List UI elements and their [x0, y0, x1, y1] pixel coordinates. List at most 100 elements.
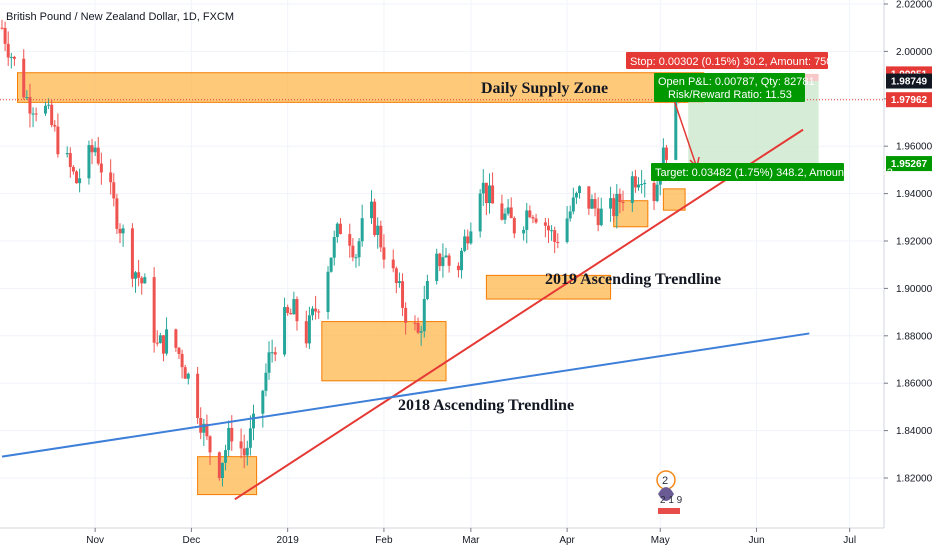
candle-body — [609, 198, 613, 209]
trendline-2019 — [234, 128, 804, 501]
candle-body — [65, 153, 69, 155]
candle-body — [369, 201, 373, 219]
candle-body — [273, 352, 277, 355]
candle-body — [264, 372, 268, 391]
candle-body — [543, 222, 547, 226]
candle-body — [444, 255, 448, 258]
candle-body — [304, 321, 308, 344]
supply-zone-label: Daily Supply Zone — [481, 80, 608, 97]
candle-body — [357, 241, 361, 258]
candle-body — [481, 182, 485, 194]
candles — [0, 19, 681, 487]
time-tick-label: Feb — [375, 535, 393, 546]
candle-body — [506, 207, 510, 214]
trendline-2018 — [1, 332, 810, 458]
price-tick-label: 2.02000 — [896, 0, 932, 11]
candle-body — [335, 223, 339, 238]
candle-body — [615, 193, 619, 217]
candle-body — [78, 178, 82, 184]
candle-body — [503, 213, 507, 220]
candle-body — [655, 184, 659, 201]
candle-body — [239, 441, 243, 449]
open-pnl-label: Open P&L: 0.00787, Qty: 82781 Risk/Rewar… — [654, 73, 815, 102]
candle-body — [382, 247, 386, 260]
candle-body — [75, 171, 79, 184]
candle-body — [525, 210, 529, 230]
candle-body — [522, 229, 526, 234]
candle-body — [425, 281, 429, 299]
candle-body — [90, 145, 94, 153]
trendline-2019-label: 2019 Ascending Trendline — [545, 271, 721, 288]
candle-body — [633, 176, 637, 188]
candle-body — [487, 185, 491, 204]
time-tick-label: Mar — [462, 535, 480, 546]
price-tag-entry — [886, 92, 932, 108]
time-tick-label: Nov — [86, 535, 104, 546]
price-tick-label: 1.84000 — [896, 426, 932, 437]
trendlines[interactable] — [1, 99, 810, 501]
candle-body — [621, 201, 625, 203]
candle-body — [463, 236, 467, 251]
candle-body — [422, 298, 426, 332]
zone-supply — [17, 72, 705, 103]
candle-body — [6, 43, 10, 58]
time-tick-label: Dec — [183, 535, 201, 546]
price-tick-label: 2.00000 — [896, 47, 932, 58]
candle-body — [56, 126, 60, 155]
candle-body — [99, 163, 103, 173]
candle-body — [283, 307, 287, 355]
candle-body — [152, 277, 156, 343]
candle-body — [220, 462, 224, 479]
candle-body — [546, 225, 550, 231]
candle-body — [531, 217, 535, 219]
candle-body — [208, 436, 212, 453]
candle-body — [248, 428, 252, 448]
candle-body — [115, 198, 119, 229]
candle-body — [143, 277, 147, 284]
candle-body — [289, 312, 293, 315]
svg-text:Stop: 0.00302 (0.15%) 30.2, Am: Stop: 0.00302 (0.15%) 30.2, Amount: 750 — [630, 56, 832, 68]
candle-body — [652, 182, 656, 201]
candle-body — [419, 331, 423, 333]
price-tick-label: 1.90000 — [896, 284, 932, 295]
price-tick-label: 1.96000 — [896, 142, 932, 153]
candle-body — [245, 447, 249, 456]
time-tick-label: 2019 — [277, 535, 300, 546]
candle-body — [484, 182, 488, 204]
price-axis-bg — [884, 0, 932, 550]
candle-body — [25, 97, 29, 99]
zone-feb_demand — [485, 274, 612, 300]
price-tick-label: 1.82000 — [896, 474, 932, 485]
candle-body — [373, 201, 377, 235]
target-label: Target: 0.03482 (1.75%) 348.2, Amount: 3… — [651, 163, 893, 181]
candle-body — [9, 56, 13, 58]
candle-body — [28, 97, 32, 114]
candle-body — [332, 237, 336, 258]
candle-body — [438, 253, 442, 267]
candle-body — [512, 218, 516, 234]
candle-body — [397, 281, 401, 284]
time-tick-label: Jul — [843, 535, 856, 546]
candle-body — [93, 147, 97, 153]
candle-body — [612, 198, 616, 217]
candle-body — [416, 322, 420, 333]
price-tag-last-text: 1.98749 — [891, 77, 928, 88]
candle-body — [53, 125, 57, 127]
candle-body — [593, 199, 597, 209]
time-axis-bg — [0, 528, 932, 550]
price-tag-last — [886, 73, 932, 89]
candle-body — [500, 203, 504, 220]
candle-body — [565, 218, 569, 243]
candle-body — [348, 234, 352, 246]
candle-body — [441, 257, 445, 267]
price-tag-entry-text: 1.97962 — [891, 95, 928, 106]
candle-body — [354, 257, 358, 259]
candle-body — [394, 268, 398, 284]
candle-body — [180, 353, 184, 368]
price-tick-label: 1.88000 — [896, 331, 932, 342]
trendline-2018-label: 2018 Ascending Trendline — [398, 397, 574, 414]
candle-body — [401, 281, 405, 308]
zone-jan_demand — [321, 321, 447, 382]
